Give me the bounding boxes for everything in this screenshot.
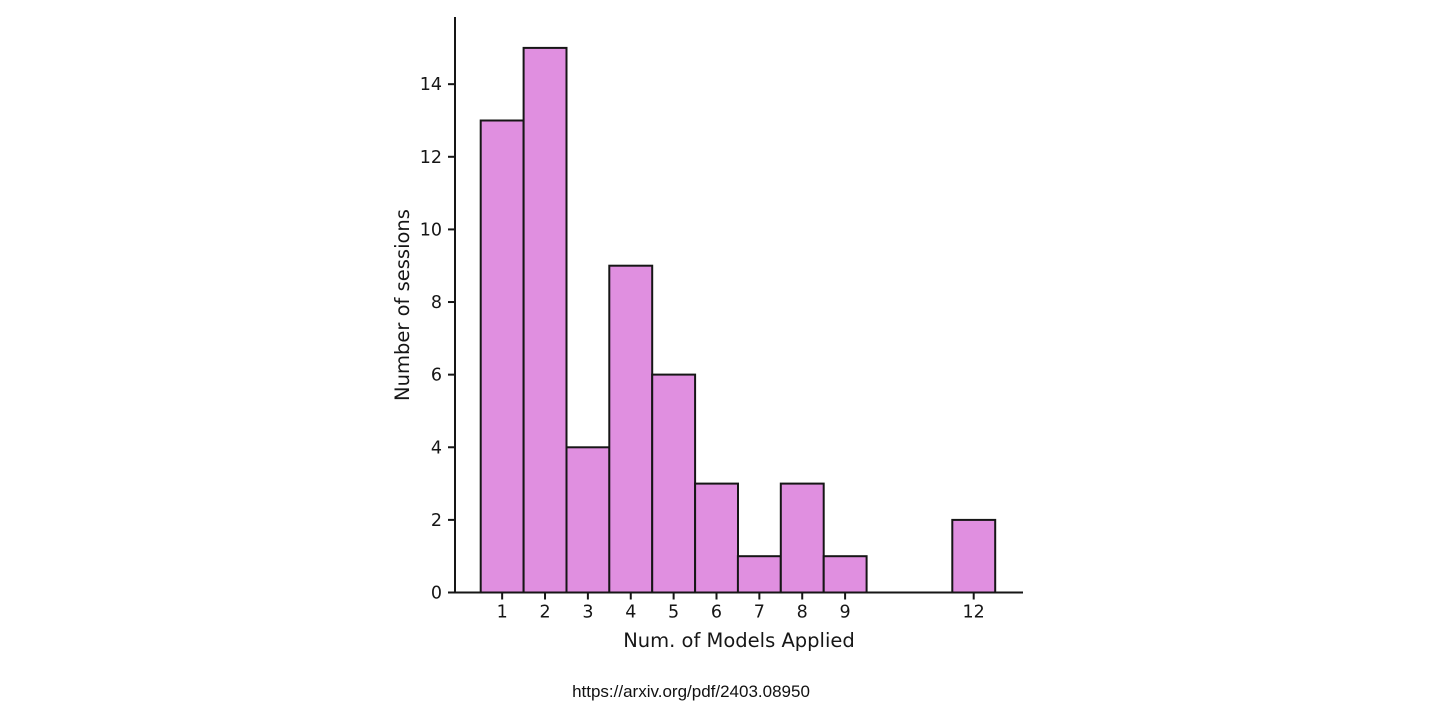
bar-x8 bbox=[779, 482, 825, 594]
y-tick-label: 12 bbox=[420, 148, 442, 168]
y-tick-label: 14 bbox=[420, 75, 442, 95]
x-tick-label: 9 bbox=[840, 603, 851, 623]
bar-x6 bbox=[694, 482, 739, 594]
bar-x2 bbox=[522, 46, 568, 594]
x-tick-label: 3 bbox=[582, 603, 593, 623]
bar-x5 bbox=[651, 373, 697, 594]
bars-layer bbox=[479, 46, 997, 594]
y-tick-label: 8 bbox=[431, 293, 442, 313]
y-tick-label: 0 bbox=[431, 584, 442, 604]
bar-x9 bbox=[822, 555, 868, 594]
y-tick-label: 4 bbox=[431, 438, 442, 458]
x-axis-label: Num. of Models Applied bbox=[623, 629, 855, 652]
bar-x3 bbox=[565, 446, 611, 594]
x-tick-label: 2 bbox=[539, 603, 550, 623]
x-tick-label: 6 bbox=[711, 603, 722, 623]
bar-x7 bbox=[736, 555, 782, 594]
x-tick-label: 1 bbox=[497, 603, 508, 623]
bar-x4 bbox=[608, 264, 654, 594]
x-tick-label: 5 bbox=[668, 603, 679, 623]
y-tick-label: 2 bbox=[431, 511, 442, 531]
x-tick-label: 8 bbox=[797, 603, 808, 623]
x-tick-label: 12 bbox=[963, 603, 985, 623]
bar-x12 bbox=[951, 518, 997, 594]
source-url: https://arxiv.org/pdf/2403.08950 bbox=[572, 682, 810, 701]
y-axis-label: Number of sessions bbox=[391, 209, 414, 401]
y-tick-label: 6 bbox=[431, 366, 442, 386]
x-tick-label: 4 bbox=[625, 603, 636, 623]
y-tick-label: 10 bbox=[420, 220, 442, 240]
x-tick-label: 7 bbox=[754, 603, 765, 623]
bar-x1 bbox=[479, 119, 525, 594]
